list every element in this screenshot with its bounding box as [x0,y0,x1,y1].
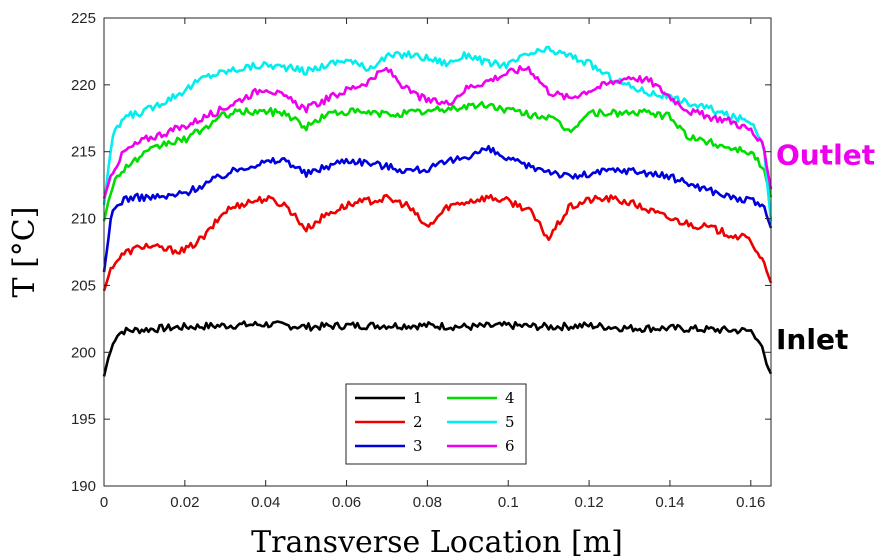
y-axis-label: T [°C] [7,207,42,298]
legend-box [345,383,527,465]
legend-label-1: 1 [413,389,423,407]
series-line-1 [102,320,773,377]
series-line-5 [102,45,773,222]
annotation-outlet: Outlet [776,138,875,171]
y-tick-label: 220 [71,77,96,94]
x-tick-label: 0.16 [736,494,765,511]
y-tick-label: 195 [71,411,96,428]
series-line-3 [102,145,773,273]
y-tick-label: 205 [71,277,96,294]
annotation-inlet: Inlet [776,323,848,356]
y-tick-label: 190 [71,478,96,495]
series-lines [102,45,773,377]
y-tick-label: 200 [71,344,96,361]
legend-label-5: 5 [505,413,515,431]
y-tick-label: 210 [71,211,96,228]
x-tick-label: 0.1 [498,494,519,511]
series-line-4 [102,100,773,222]
x-tick-label: 0.12 [574,494,603,511]
plot-frame [103,17,772,487]
series-line-6 [102,65,773,199]
x-tick-label: 0.14 [655,494,684,511]
y-tick-label: 215 [71,144,96,161]
legend-label-2: 2 [413,413,423,431]
legend-label-6: 6 [505,437,515,455]
x-axis-label: Transverse Location [m] [251,525,623,559]
x-tick-label: 0.04 [251,494,280,511]
x-tick-label: 0.08 [413,494,442,511]
x-tick-label: 0.06 [332,494,361,511]
legend: 1 2 3 4 5 6 [345,383,527,465]
x-tick-label: 0.02 [170,494,199,511]
legend-label-3: 3 [413,437,423,455]
legend-label-4: 4 [505,389,515,407]
x-tick-label: 0 [100,494,108,511]
y-tick-label: 225 [71,10,96,27]
series-line-2 [102,193,773,292]
